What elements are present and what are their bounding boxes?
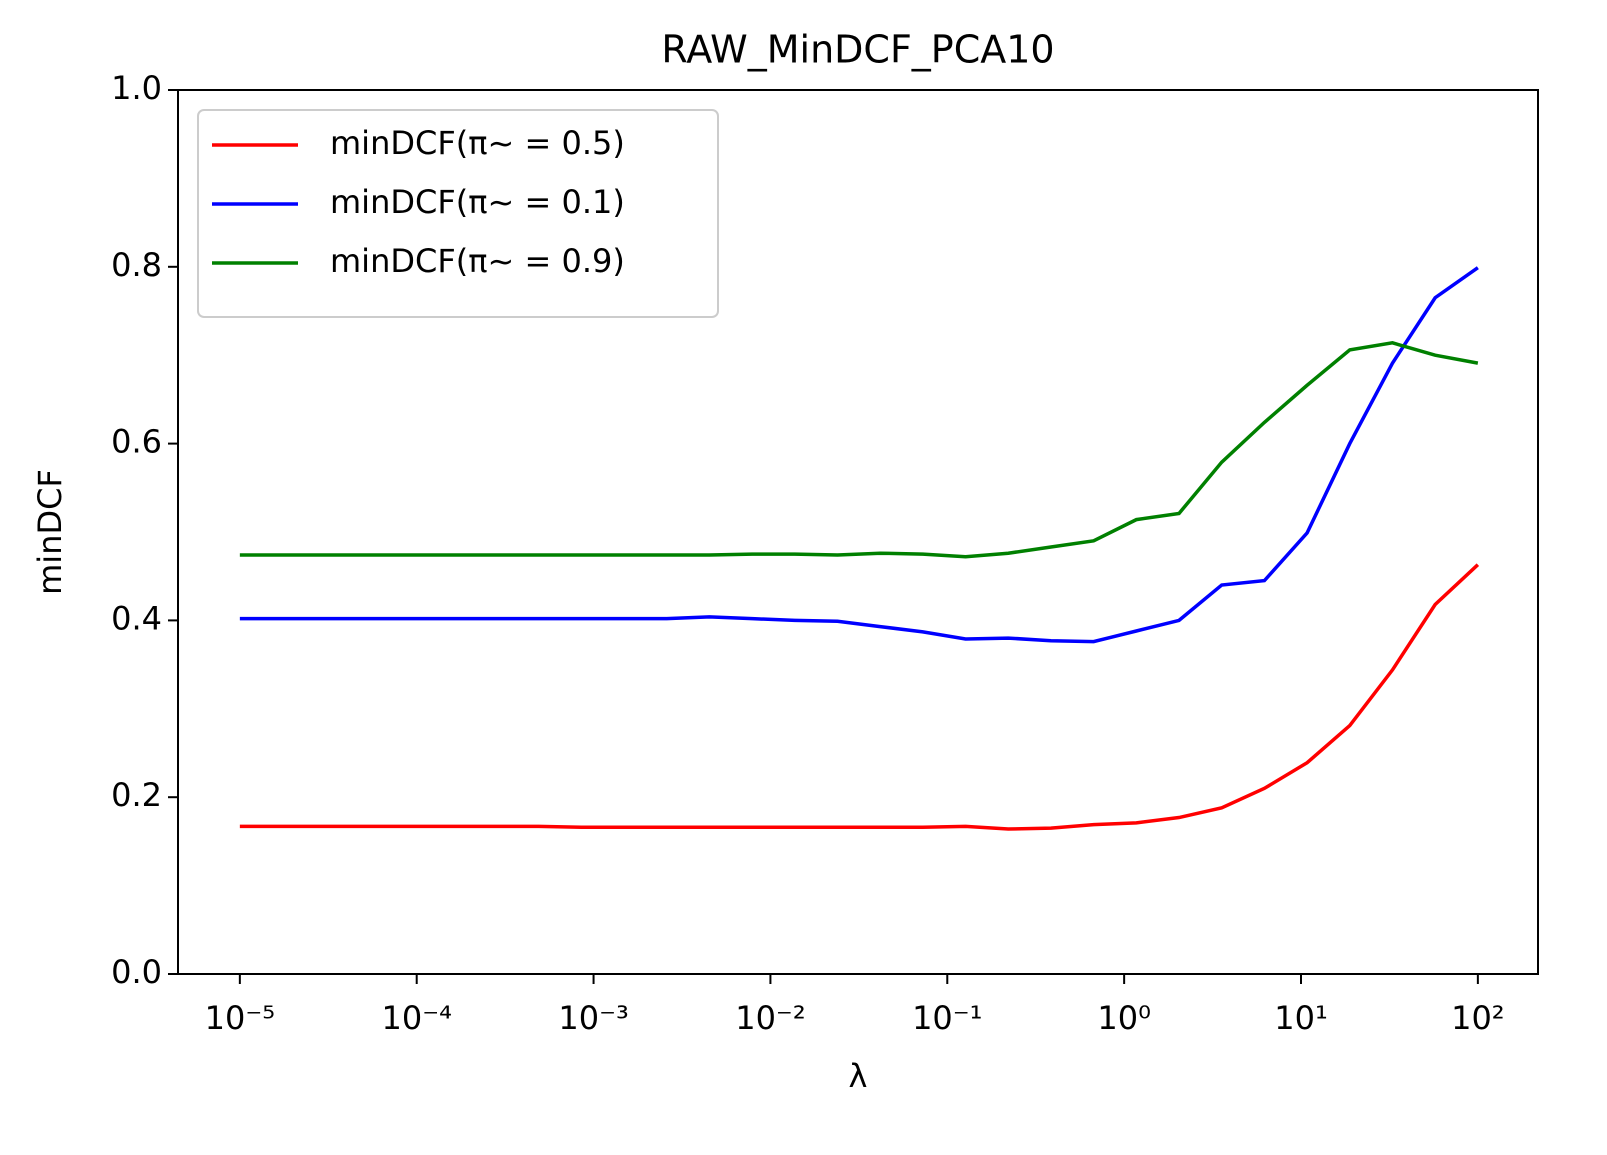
- legend-box: [197, 109, 719, 318]
- x-tick-label: 10⁻⁵: [205, 999, 275, 1037]
- x-tick-label: 10⁻²: [735, 999, 805, 1037]
- x-axis-label: λ: [849, 1057, 868, 1095]
- plot-frame: [177, 89, 1539, 975]
- legend-label: minDCF(π~ = 0.1): [330, 183, 625, 221]
- line-series: [239, 563, 1480, 831]
- legend-label: minDCF(π~ = 0.5): [330, 124, 625, 162]
- legend-label: minDCF(π~ = 0.9): [330, 242, 625, 280]
- y-tick-label: 0.8: [111, 246, 162, 284]
- y-tick-label: 0.2: [111, 776, 162, 814]
- x-tick-label: 10⁻¹: [912, 999, 982, 1037]
- y-axis-label: minDCF: [31, 469, 69, 595]
- y-tick-label: 0.0: [111, 953, 162, 991]
- x-tick-label: 10⁰: [1097, 999, 1151, 1037]
- line-series: [239, 341, 1479, 559]
- y-tick-label: 0.4: [111, 599, 162, 637]
- x-tick-label: 10²: [1451, 999, 1505, 1037]
- y-tick-label: 1.0: [111, 69, 162, 107]
- x-tick-label: 10¹: [1274, 999, 1328, 1037]
- x-tick-label: 10⁻⁴: [381, 999, 451, 1037]
- x-tick-label: 10⁻³: [558, 999, 628, 1037]
- line-series: [239, 266, 1479, 644]
- chart-title: RAW_MinDCF_PCA10: [661, 28, 1054, 72]
- y-tick-label: 0.6: [111, 423, 162, 461]
